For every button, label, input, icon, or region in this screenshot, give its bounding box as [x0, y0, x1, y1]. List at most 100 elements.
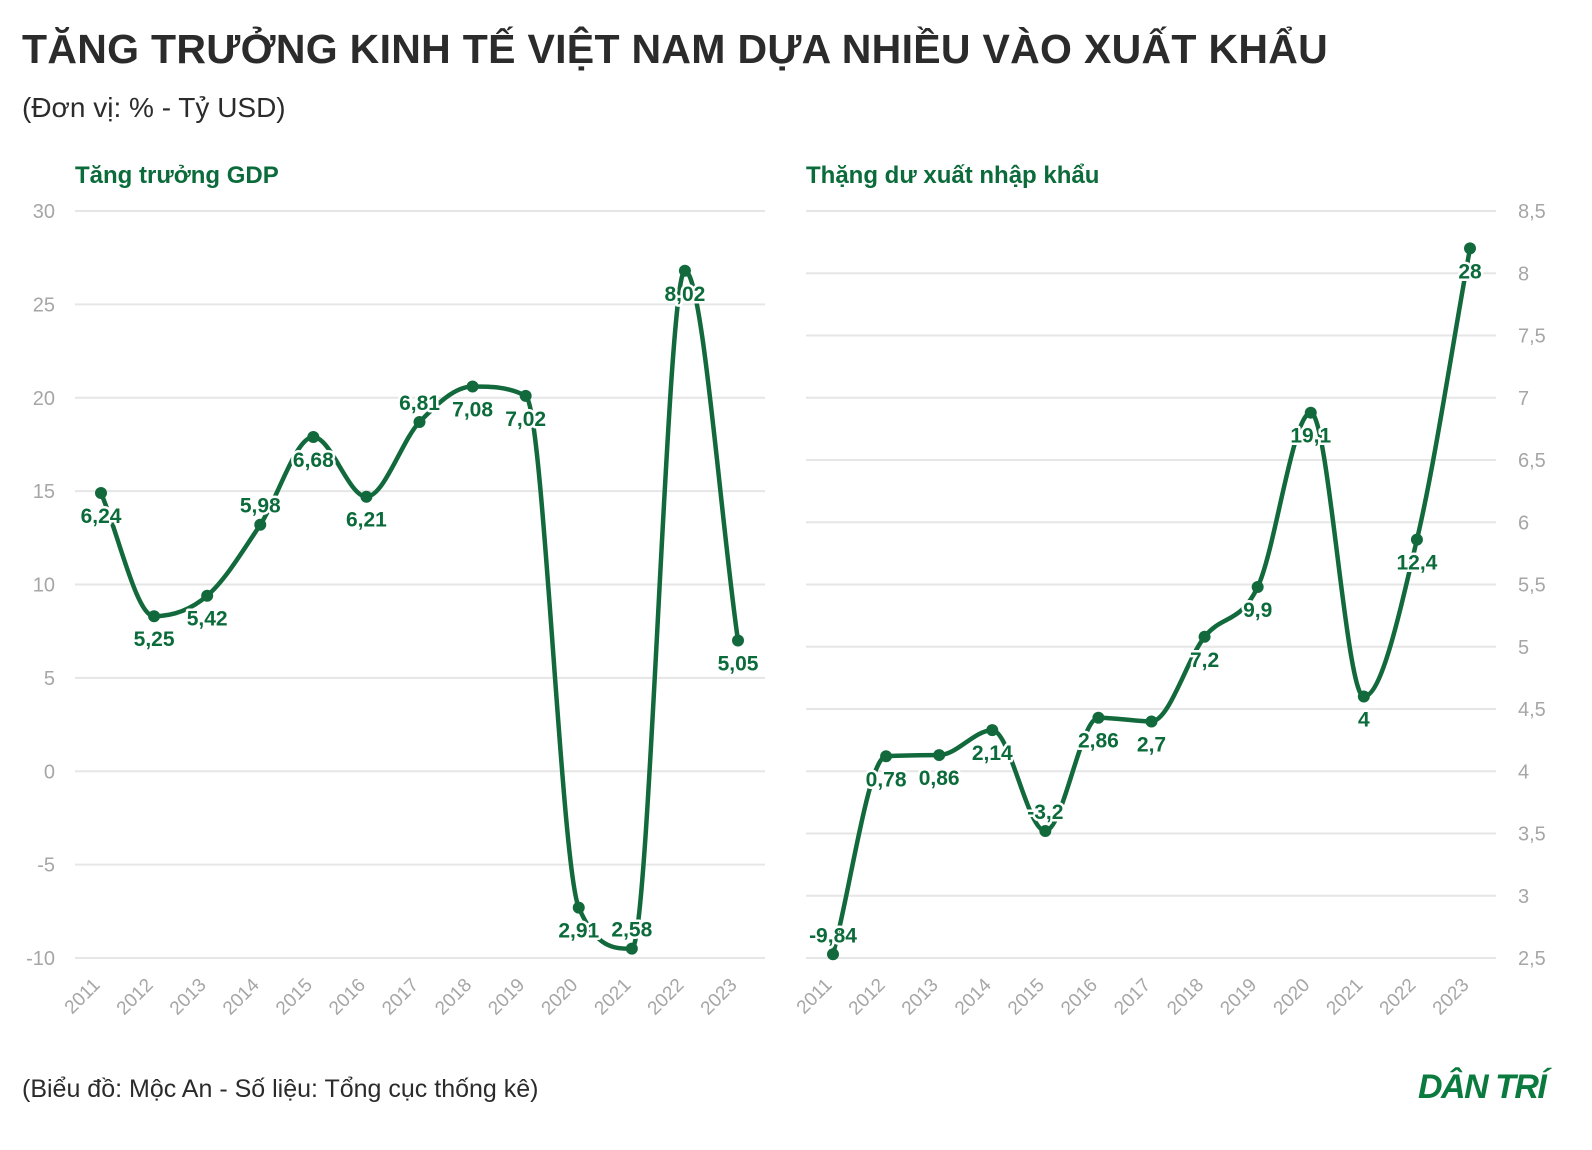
y-tick-label: 30	[33, 201, 55, 223]
data-point	[413, 416, 426, 429]
data-point	[1464, 242, 1476, 255]
data-point	[880, 750, 893, 763]
chart-title-1: Tăng trưởng GDP	[75, 162, 279, 189]
chart-main-title: TĂNG TRƯỞNG KINH TẾ VIỆT NAM DỰA NHIỀU V…	[22, 26, 1329, 72]
x-tick-label: 2020	[538, 975, 583, 1020]
data-label: 5,42	[187, 608, 228, 631]
data-label: 2,14	[972, 742, 1013, 765]
chart-unit-subtitle: (Đơn vị: % - Tỷ USD)	[22, 92, 286, 123]
x-tick-label: 2017	[1110, 975, 1155, 1020]
y-tick-label: 8	[1518, 263, 1529, 285]
x-tick-label: 2011	[793, 975, 837, 1019]
data-label: 2,91	[558, 920, 599, 943]
data-label: -9,84	[809, 924, 857, 947]
data-label: 6,81	[399, 392, 440, 415]
x-tick-label: 2021	[1323, 975, 1368, 1020]
y-tick-label: 6	[1518, 512, 1529, 534]
y-tick-label: 3	[1518, 886, 1529, 908]
data-point	[307, 430, 320, 443]
x-tick-label: 2016	[1057, 975, 1102, 1020]
y-tick-label: 10	[33, 575, 55, 597]
data-label: -3,2	[1027, 801, 1063, 824]
y-tick-label: 7	[1518, 388, 1529, 410]
data-label: 6,24	[81, 505, 122, 528]
data-point	[827, 948, 839, 961]
y-tick-label: 0	[44, 761, 55, 783]
y-tick-label: 15	[33, 481, 55, 503]
x-tick-label: 2015	[272, 975, 317, 1020]
data-point	[732, 634, 744, 647]
y-tick-label: 4	[1518, 761, 1529, 783]
data-point	[678, 264, 691, 277]
x-tick-label: 2020	[1270, 975, 1315, 1020]
data-point	[466, 380, 479, 393]
x-tick-label: 2019	[484, 975, 529, 1020]
y-tick-label: 5	[44, 668, 55, 690]
data-point	[572, 901, 585, 914]
data-label: 2,58	[611, 919, 652, 942]
data-label: 6,21	[346, 509, 387, 532]
source-footer: (Biểu đồ: Mộc An - Số liệu: Tổng cục thố…	[22, 1075, 539, 1103]
data-label: 7,02	[505, 408, 546, 431]
data-point	[1251, 580, 1264, 593]
x-tick-label: 2011	[61, 975, 105, 1019]
data-label: 5,98	[240, 495, 281, 518]
y-tick-label: -10	[26, 948, 55, 970]
data-label: 0,78	[866, 768, 907, 791]
y-tick-label: 6,5	[1518, 450, 1546, 472]
data-label: 2,7	[1137, 733, 1166, 756]
data-point	[95, 486, 107, 499]
y-tick-label: 5,5	[1518, 575, 1546, 597]
data-label: 4	[1358, 709, 1370, 732]
x-tick-label: 2019	[1216, 975, 1261, 1020]
data-label: 7,2	[1190, 649, 1219, 672]
y-tick-label: 20	[33, 388, 55, 410]
data-label: 5,25	[134, 628, 175, 651]
y-tick-label: 8,5	[1518, 201, 1546, 223]
x-tick-label: 2012	[845, 975, 890, 1020]
chart-title-2: Thặng dư xuất nhập khẩu	[806, 162, 1099, 189]
data-label: 8,02	[664, 283, 705, 306]
data-point	[1092, 711, 1105, 724]
data-point	[254, 518, 267, 531]
data-point	[1039, 825, 1052, 838]
y-tick-label: 3,5	[1518, 824, 1546, 846]
x-tick-label: 2018	[1163, 975, 1208, 1020]
data-point	[1304, 406, 1317, 419]
data-label: 19,1	[1290, 425, 1331, 448]
data-point	[986, 724, 999, 737]
data-label: 28	[1458, 260, 1482, 283]
data-label: 6,68	[293, 449, 334, 472]
x-tick-label: 2013	[898, 975, 943, 1020]
y-tick-label: 5	[1518, 637, 1529, 659]
x-tick-label: 2014	[219, 974, 264, 1019]
data-point	[1198, 630, 1211, 643]
x-tick-label: 2022	[1376, 975, 1421, 1020]
y-tick-label: -5	[37, 855, 55, 877]
data-point	[1145, 715, 1158, 728]
data-point	[148, 610, 161, 623]
x-tick-label: 2015	[1004, 975, 1049, 1020]
x-tick-label: 2023	[1429, 975, 1474, 1020]
x-tick-label: 2021	[591, 975, 636, 1020]
data-label: 12,4	[1396, 552, 1437, 575]
data-point	[933, 749, 946, 762]
data-point	[1357, 690, 1370, 703]
y-tick-label: 4,5	[1518, 699, 1546, 721]
data-point	[625, 942, 638, 955]
data-point	[360, 490, 373, 503]
data-label: 2,86	[1078, 730, 1119, 753]
data-point	[1410, 533, 1423, 546]
x-tick-label: 2018	[431, 975, 476, 1020]
y-tick-label: 7,5	[1518, 326, 1546, 348]
x-tick-label: 2012	[113, 975, 158, 1020]
x-tick-label: 2016	[325, 975, 370, 1020]
x-tick-label: 2013	[166, 975, 211, 1020]
x-tick-label: 2014	[951, 974, 996, 1019]
data-label: 7,08	[452, 399, 493, 422]
data-point	[519, 389, 532, 402]
x-tick-label: 2022	[644, 975, 689, 1020]
data-label: 5,05	[718, 653, 759, 676]
y-tick-label: 25	[33, 294, 55, 316]
dantri-logo: DÂN TRÍ	[1418, 1068, 1547, 1106]
